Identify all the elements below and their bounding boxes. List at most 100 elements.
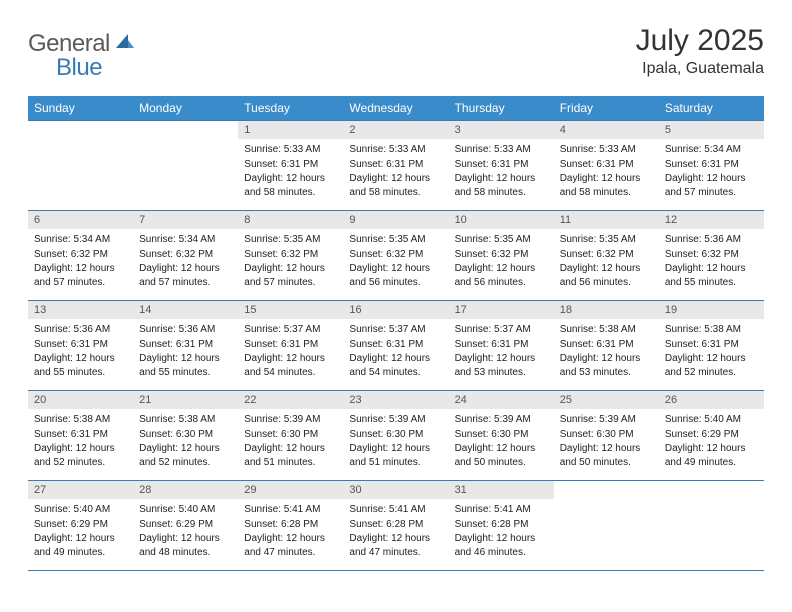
day-details: Sunrise: 5:36 AMSunset: 6:31 PMDaylight:…: [28, 319, 133, 384]
sunset-text: Sunset: 6:31 PM: [560, 338, 653, 352]
daylight-text: Daylight: 12 hours and 52 minutes.: [665, 352, 758, 379]
daylight-text: Daylight: 12 hours and 52 minutes.: [139, 442, 232, 469]
day-number: 16: [343, 301, 448, 319]
day-number: 7: [133, 211, 238, 229]
calendar-day-cell: 2Sunrise: 5:33 AMSunset: 6:31 PMDaylight…: [343, 121, 448, 211]
day-number: 31: [449, 481, 554, 499]
sunset-text: Sunset: 6:31 PM: [244, 338, 337, 352]
sunrise-text: Sunrise: 5:39 AM: [455, 413, 548, 427]
day-number: 11: [554, 211, 659, 229]
day-details: Sunrise: 5:37 AMSunset: 6:31 PMDaylight:…: [238, 319, 343, 384]
daylight-text: Daylight: 12 hours and 48 minutes.: [139, 532, 232, 559]
day-details: Sunrise: 5:37 AMSunset: 6:31 PMDaylight:…: [449, 319, 554, 384]
sunrise-text: Sunrise: 5:41 AM: [455, 503, 548, 517]
day-number: 30: [343, 481, 448, 499]
sunrise-text: Sunrise: 5:33 AM: [455, 143, 548, 157]
sunrise-text: Sunrise: 5:33 AM: [349, 143, 442, 157]
daylight-text: Daylight: 12 hours and 51 minutes.: [349, 442, 442, 469]
calendar-day-cell: 13Sunrise: 5:36 AMSunset: 6:31 PMDayligh…: [28, 301, 133, 391]
sunrise-text: Sunrise: 5:39 AM: [560, 413, 653, 427]
title-block: July 2025 Ipala, Guatemala: [636, 24, 764, 78]
sunset-text: Sunset: 6:29 PM: [34, 518, 127, 532]
sunrise-text: Sunrise: 5:37 AM: [455, 323, 548, 337]
sunrise-text: Sunrise: 5:36 AM: [34, 323, 127, 337]
calendar-week-row: 20Sunrise: 5:38 AMSunset: 6:31 PMDayligh…: [28, 391, 764, 481]
day-number: 12: [659, 211, 764, 229]
calendar-day-cell: 26Sunrise: 5:40 AMSunset: 6:29 PMDayligh…: [659, 391, 764, 481]
calendar-day-cell: 1Sunrise: 5:33 AMSunset: 6:31 PMDaylight…: [238, 121, 343, 211]
daylight-text: Daylight: 12 hours and 58 minutes.: [244, 172, 337, 199]
day-details: Sunrise: 5:38 AMSunset: 6:30 PMDaylight:…: [133, 409, 238, 474]
daylight-text: Daylight: 12 hours and 58 minutes.: [560, 172, 653, 199]
logo-text-blue: Blue: [56, 54, 102, 81]
sunrise-text: Sunrise: 5:33 AM: [560, 143, 653, 157]
sunset-text: Sunset: 6:29 PM: [139, 518, 232, 532]
day-number: 15: [238, 301, 343, 319]
day-number: 1: [238, 121, 343, 139]
daylight-text: Daylight: 12 hours and 57 minutes.: [34, 262, 127, 289]
location: Ipala, Guatemala: [636, 60, 764, 78]
sunset-text: Sunset: 6:31 PM: [139, 338, 232, 352]
day-details: Sunrise: 5:35 AMSunset: 6:32 PMDaylight:…: [343, 229, 448, 294]
day-details: Sunrise: 5:39 AMSunset: 6:30 PMDaylight:…: [238, 409, 343, 474]
calendar-day-cell: 3Sunrise: 5:33 AMSunset: 6:31 PMDaylight…: [449, 121, 554, 211]
sunset-text: Sunset: 6:31 PM: [665, 338, 758, 352]
calendar-body: 1Sunrise: 5:33 AMSunset: 6:31 PMDaylight…: [28, 121, 764, 571]
logo-sail-icon: [114, 32, 136, 55]
day-details: Sunrise: 5:36 AMSunset: 6:31 PMDaylight:…: [133, 319, 238, 384]
sunset-text: Sunset: 6:31 PM: [455, 158, 548, 172]
daylight-text: Daylight: 12 hours and 56 minutes.: [560, 262, 653, 289]
daylight-text: Daylight: 12 hours and 49 minutes.: [34, 532, 127, 559]
weekday-header: Sunday: [28, 96, 133, 121]
day-number: 9: [343, 211, 448, 229]
day-details: Sunrise: 5:35 AMSunset: 6:32 PMDaylight:…: [238, 229, 343, 294]
day-number: 29: [238, 481, 343, 499]
calendar-day-cell: 16Sunrise: 5:37 AMSunset: 6:31 PMDayligh…: [343, 301, 448, 391]
day-number: 6: [28, 211, 133, 229]
sunset-text: Sunset: 6:32 PM: [139, 248, 232, 262]
day-details: Sunrise: 5:41 AMSunset: 6:28 PMDaylight:…: [449, 499, 554, 564]
daylight-text: Daylight: 12 hours and 47 minutes.: [349, 532, 442, 559]
sunrise-text: Sunrise: 5:39 AM: [349, 413, 442, 427]
calendar-day-cell: 25Sunrise: 5:39 AMSunset: 6:30 PMDayligh…: [554, 391, 659, 481]
sunset-text: Sunset: 6:28 PM: [349, 518, 442, 532]
day-number: 8: [238, 211, 343, 229]
month-year: July 2025: [636, 24, 764, 58]
day-details: Sunrise: 5:33 AMSunset: 6:31 PMDaylight:…: [554, 139, 659, 204]
sunrise-text: Sunrise: 5:36 AM: [139, 323, 232, 337]
day-number: 28: [133, 481, 238, 499]
calendar-day-cell: 6Sunrise: 5:34 AMSunset: 6:32 PMDaylight…: [28, 211, 133, 301]
sunrise-text: Sunrise: 5:38 AM: [665, 323, 758, 337]
daylight-text: Daylight: 12 hours and 56 minutes.: [455, 262, 548, 289]
calendar-week-row: 13Sunrise: 5:36 AMSunset: 6:31 PMDayligh…: [28, 301, 764, 391]
day-details: Sunrise: 5:41 AMSunset: 6:28 PMDaylight:…: [343, 499, 448, 564]
sunrise-text: Sunrise: 5:34 AM: [34, 233, 127, 247]
calendar-page: General July 2025 Ipala, Guatemala Blue …: [0, 0, 792, 595]
daylight-text: Daylight: 12 hours and 50 minutes.: [455, 442, 548, 469]
calendar-day-cell: 7Sunrise: 5:34 AMSunset: 6:32 PMDaylight…: [133, 211, 238, 301]
sunset-text: Sunset: 6:28 PM: [455, 518, 548, 532]
sunrise-text: Sunrise: 5:34 AM: [139, 233, 232, 247]
daylight-text: Daylight: 12 hours and 57 minutes.: [244, 262, 337, 289]
day-details: Sunrise: 5:36 AMSunset: 6:32 PMDaylight:…: [659, 229, 764, 294]
day-number: 3: [449, 121, 554, 139]
daylight-text: Daylight: 12 hours and 52 minutes.: [34, 442, 127, 469]
day-details: Sunrise: 5:40 AMSunset: 6:29 PMDaylight:…: [28, 499, 133, 564]
day-number: 18: [554, 301, 659, 319]
calendar-day-cell: 19Sunrise: 5:38 AMSunset: 6:31 PMDayligh…: [659, 301, 764, 391]
sunrise-text: Sunrise: 5:35 AM: [560, 233, 653, 247]
sunrise-text: Sunrise: 5:40 AM: [665, 413, 758, 427]
sunset-text: Sunset: 6:30 PM: [349, 428, 442, 442]
calendar-empty-cell: [554, 481, 659, 571]
calendar-day-cell: 17Sunrise: 5:37 AMSunset: 6:31 PMDayligh…: [449, 301, 554, 391]
sunrise-text: Sunrise: 5:41 AM: [349, 503, 442, 517]
calendar-day-cell: 14Sunrise: 5:36 AMSunset: 6:31 PMDayligh…: [133, 301, 238, 391]
calendar-day-cell: 20Sunrise: 5:38 AMSunset: 6:31 PMDayligh…: [28, 391, 133, 481]
day-number: 20: [28, 391, 133, 409]
day-details: Sunrise: 5:33 AMSunset: 6:31 PMDaylight:…: [449, 139, 554, 204]
sunset-text: Sunset: 6:32 PM: [455, 248, 548, 262]
daylight-text: Daylight: 12 hours and 55 minutes.: [34, 352, 127, 379]
weekday-header: Saturday: [659, 96, 764, 121]
calendar-empty-cell: [659, 481, 764, 571]
daylight-text: Daylight: 12 hours and 54 minutes.: [244, 352, 337, 379]
